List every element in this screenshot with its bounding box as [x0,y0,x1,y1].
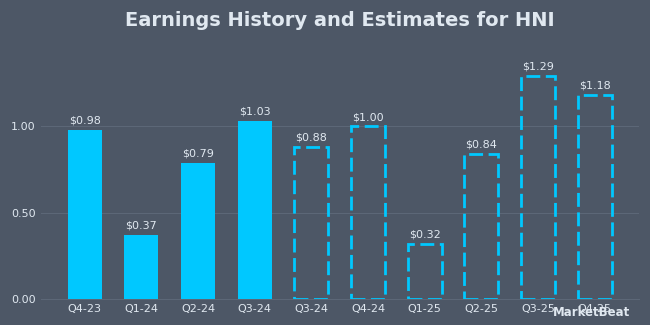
Bar [464,154,499,299]
Bar [521,76,555,299]
Text: $1.00: $1.00 [352,112,384,122]
Bar [181,162,215,299]
Text: $0.32: $0.32 [409,229,441,240]
Bar [351,126,385,299]
Text: $1.03: $1.03 [239,107,270,117]
Bar [238,121,272,299]
Text: $0.79: $0.79 [182,148,214,158]
Text: MarketBeat: MarketBeat [553,306,630,318]
Title: Earnings History and Estimates for HNI: Earnings History and Estimates for HNI [125,11,554,30]
Bar [124,235,159,299]
Bar [294,147,328,299]
Bar [408,244,442,299]
Bar [68,130,102,299]
Text: $0.37: $0.37 [125,221,157,231]
Text: $0.98: $0.98 [69,115,101,125]
Bar [578,95,612,299]
Text: $1.29: $1.29 [522,62,554,72]
Text: $0.84: $0.84 [465,140,497,150]
Text: $0.88: $0.88 [296,133,328,143]
Text: $1.18: $1.18 [578,81,610,91]
